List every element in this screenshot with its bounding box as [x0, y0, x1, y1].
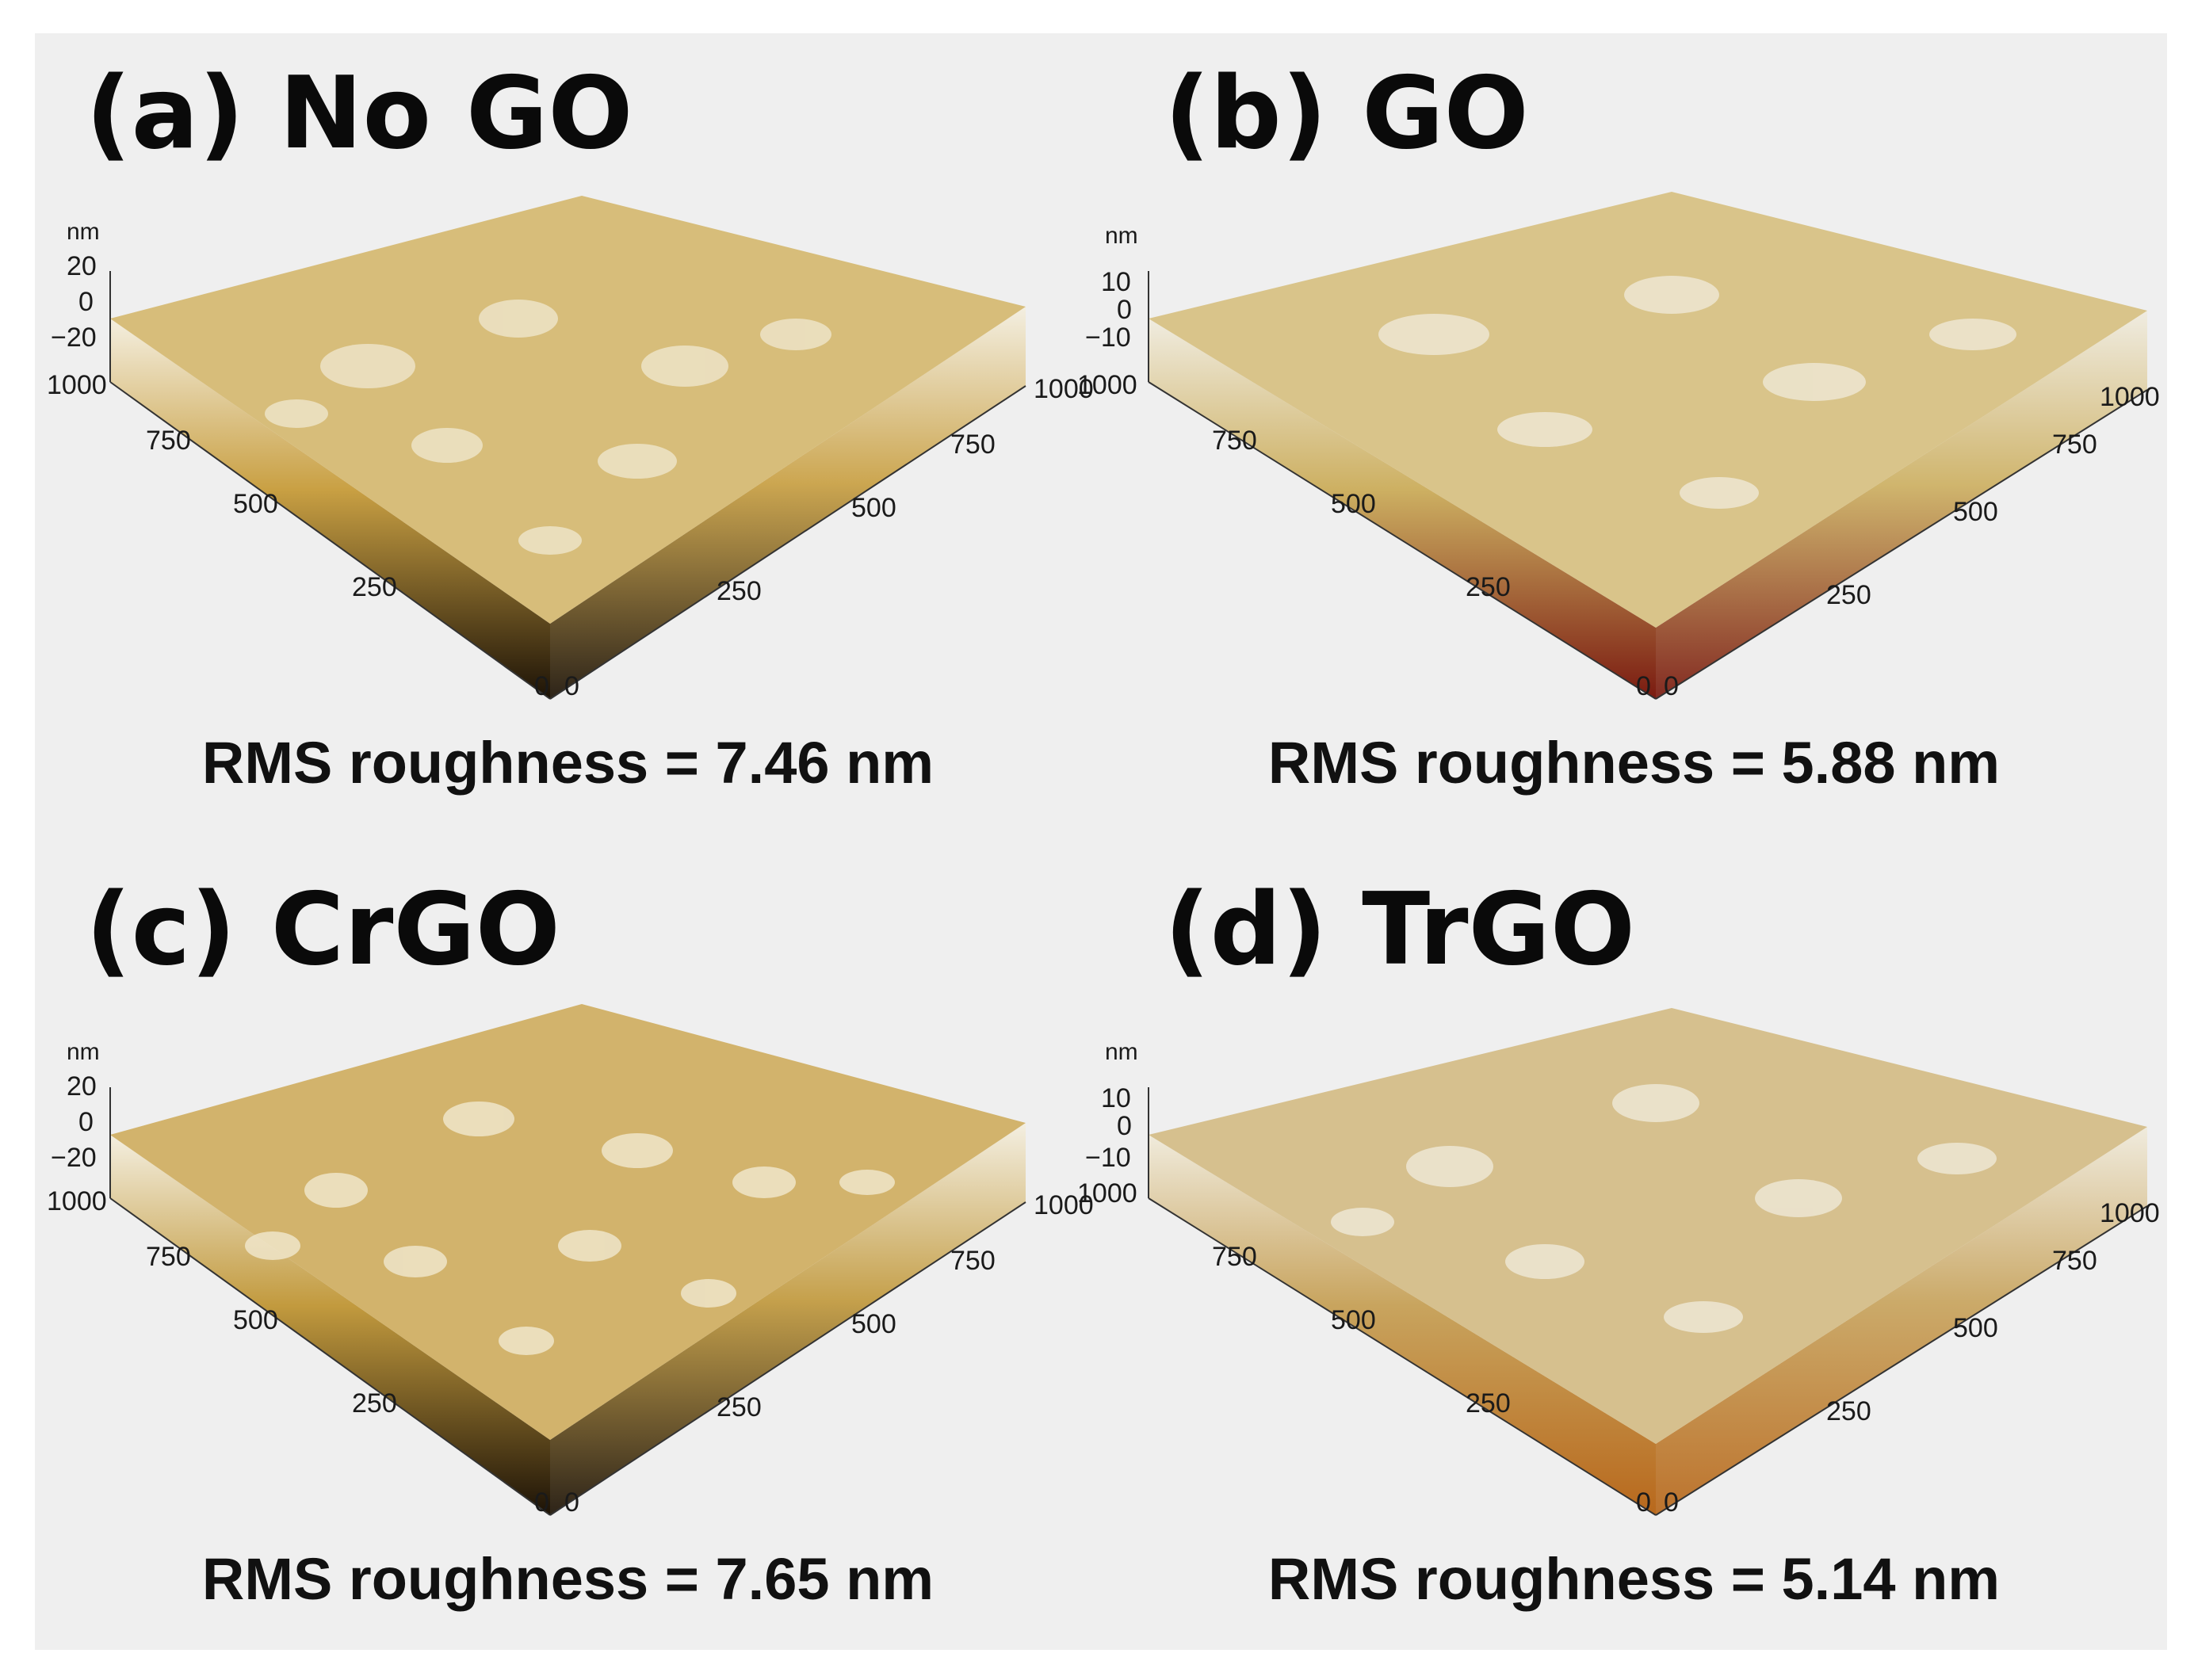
x-tick: 750	[2052, 430, 2097, 460]
z-tick: −10	[1085, 1143, 1131, 1173]
z-unit-label: nm	[67, 1039, 100, 1065]
z-tick: −20	[51, 323, 97, 353]
z-tick: 20	[67, 251, 97, 281]
surface-top-face	[1149, 192, 2147, 628]
z-tick: 20	[67, 1071, 97, 1102]
x-tick: 0	[1664, 671, 1679, 701]
x-tick: 0	[564, 1487, 579, 1518]
x-tick: 750	[950, 1246, 996, 1276]
y-tick: 1000	[47, 370, 107, 400]
z-tick: −20	[51, 1143, 97, 1173]
z-unit-label: nm	[1105, 223, 1138, 249]
x-tick: 0	[564, 671, 579, 701]
surface-right-face	[550, 1123, 1026, 1515]
panel-b: nm 10 0 −10 1000 750 500 250 0 0 250 500…	[1077, 33, 2167, 850]
surface-left-face	[1149, 1135, 1656, 1515]
x-tick: 1000	[2100, 1198, 2160, 1228]
y-tick: 750	[1212, 426, 1257, 456]
rms-roughness-label: RMS roughness = 5.14 nm	[1267, 1546, 2001, 1612]
x-tick: 500	[851, 493, 896, 523]
surface-peaks	[245, 1102, 895, 1355]
surface-right-face	[1656, 1127, 2147, 1515]
origin-tick: 0	[1636, 1487, 1651, 1518]
x-tick: 250	[1826, 580, 1871, 610]
y-tick: 500	[1331, 489, 1376, 519]
rms-roughness-label: RMS roughness = 7.65 nm	[201, 1546, 935, 1612]
afm-figure: nm 20 0 −20 1000 750 500 250 0 0 250 500…	[35, 33, 2167, 1650]
origin-tick: 0	[534, 671, 549, 701]
x-tick: 750	[950, 430, 996, 460]
panel-title: (a) No GO	[86, 55, 633, 171]
z-tick: −10	[1085, 323, 1131, 353]
afm-3d-surface-d: nm 10 0 −10 1000 750 500 250 0 0 250 500…	[1077, 1008, 2160, 1518]
panel-a: nm 20 0 −20 1000 750 500 250 0 0 250 500…	[35, 33, 1101, 850]
rms-roughness-label: RMS roughness = 7.46 nm	[201, 730, 935, 796]
x-tick: 500	[1953, 1313, 1998, 1343]
surface-top-face	[110, 196, 1026, 624]
afm-3d-surface-b: nm 10 0 −10 1000 750 500 250 0 0 250 500…	[1077, 192, 2160, 701]
surface-peaks	[1378, 276, 2016, 509]
y-tick: 500	[1331, 1305, 1376, 1335]
surface-left-face	[110, 319, 550, 699]
z-tick: 0	[78, 287, 94, 317]
surface-right-face	[1656, 311, 2147, 699]
panel-c: nm 20 0 −20 1000 750 500 250 0 0 250 500…	[35, 850, 1101, 1666]
y-tick: 250	[352, 1388, 397, 1418]
y-tick: 1000	[1077, 370, 1137, 400]
origin-tick: 0	[534, 1487, 549, 1518]
x-tick: 250	[717, 576, 762, 606]
y-tick: 1000	[1077, 1178, 1137, 1208]
surface-left-face	[1149, 319, 1656, 699]
panel-title: (c) CrGO	[86, 871, 560, 987]
x-tick: 1000	[1034, 374, 1094, 404]
x-tick: 750	[2052, 1246, 2097, 1276]
surface-right-face	[550, 307, 1026, 699]
afm-3d-surface-a: nm 20 0 −20 1000 750 500 250 0 0 250 500…	[47, 196, 1094, 701]
x-tick: 250	[717, 1392, 762, 1422]
z-unit-label: nm	[1105, 1039, 1138, 1065]
y-tick: 750	[146, 1242, 191, 1272]
x-tick: 1000	[1034, 1190, 1094, 1220]
z-tick: 0	[1117, 295, 1132, 325]
z-tick: 10	[1101, 1083, 1131, 1113]
afm-3d-surface-c: nm 20 0 −20 1000 750 500 250 0 0 250 500…	[47, 1004, 1094, 1518]
surface-left-face	[110, 1135, 550, 1515]
x-tick: 500	[1953, 497, 1998, 527]
surface-top-face	[110, 1004, 1026, 1440]
origin-tick: 0	[1636, 671, 1651, 701]
panel-d: nm 10 0 −10 1000 750 500 250 0 0 250 500…	[1077, 850, 2167, 1666]
y-tick: 250	[352, 572, 397, 602]
x-tick: 250	[1826, 1396, 1871, 1426]
y-tick: 250	[1466, 1388, 1511, 1418]
surface-peaks	[265, 300, 831, 555]
panel-title: (d) TrGO	[1164, 871, 1636, 987]
y-tick: 500	[233, 1305, 278, 1335]
z-unit-label: nm	[67, 219, 100, 245]
y-tick: 500	[233, 489, 278, 519]
surface-peaks	[1331, 1084, 1997, 1333]
z-tick: 0	[1117, 1111, 1132, 1141]
x-tick: 0	[1664, 1487, 1679, 1518]
y-tick: 250	[1466, 572, 1511, 602]
y-tick: 1000	[47, 1186, 107, 1216]
x-tick: 1000	[2100, 382, 2160, 412]
z-tick: 0	[78, 1107, 94, 1137]
y-tick: 750	[1212, 1242, 1257, 1272]
z-tick: 10	[1101, 267, 1131, 297]
panel-title: (b) GO	[1164, 55, 1529, 171]
y-tick: 750	[146, 426, 191, 456]
surface-top-face	[1149, 1008, 2147, 1444]
x-tick: 500	[851, 1309, 896, 1339]
rms-roughness-label: RMS roughness = 5.88 nm	[1267, 730, 2001, 796]
